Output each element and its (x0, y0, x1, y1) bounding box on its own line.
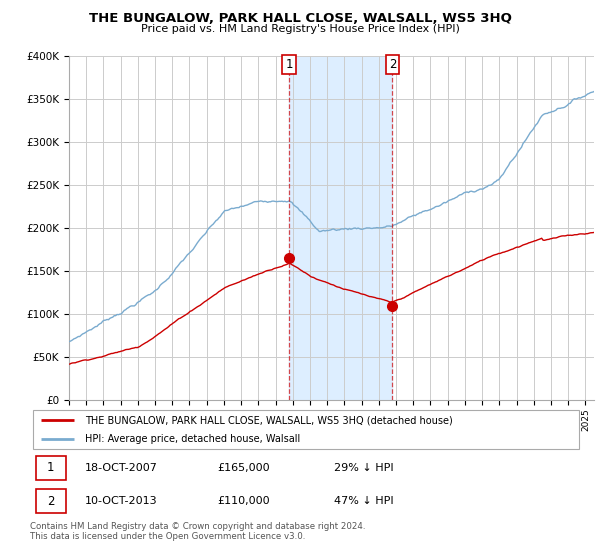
Text: THE BUNGALOW, PARK HALL CLOSE, WALSALL, WS5 3HQ (detached house): THE BUNGALOW, PARK HALL CLOSE, WALSALL, … (85, 415, 453, 425)
Text: 10-OCT-2013: 10-OCT-2013 (85, 496, 158, 506)
Text: 1: 1 (286, 58, 293, 71)
Text: 2: 2 (47, 494, 55, 508)
Text: HPI: Average price, detached house, Walsall: HPI: Average price, detached house, Wals… (85, 435, 301, 445)
Text: 1: 1 (47, 461, 55, 474)
Text: £110,000: £110,000 (218, 496, 271, 506)
Text: £165,000: £165,000 (218, 463, 271, 473)
FancyBboxPatch shape (33, 410, 579, 449)
FancyBboxPatch shape (35, 455, 66, 480)
Text: 47% ↓ HPI: 47% ↓ HPI (334, 496, 393, 506)
Text: 18-OCT-2007: 18-OCT-2007 (85, 463, 158, 473)
Text: Price paid vs. HM Land Registry's House Price Index (HPI): Price paid vs. HM Land Registry's House … (140, 24, 460, 34)
Text: 2: 2 (389, 58, 396, 71)
Text: THE BUNGALOW, PARK HALL CLOSE, WALSALL, WS5 3HQ: THE BUNGALOW, PARK HALL CLOSE, WALSALL, … (89, 12, 511, 25)
Bar (289, 56, 392, 400)
Text: 29% ↓ HPI: 29% ↓ HPI (334, 463, 393, 473)
FancyBboxPatch shape (35, 489, 66, 514)
Text: Contains HM Land Registry data © Crown copyright and database right 2024.
This d: Contains HM Land Registry data © Crown c… (30, 522, 365, 542)
